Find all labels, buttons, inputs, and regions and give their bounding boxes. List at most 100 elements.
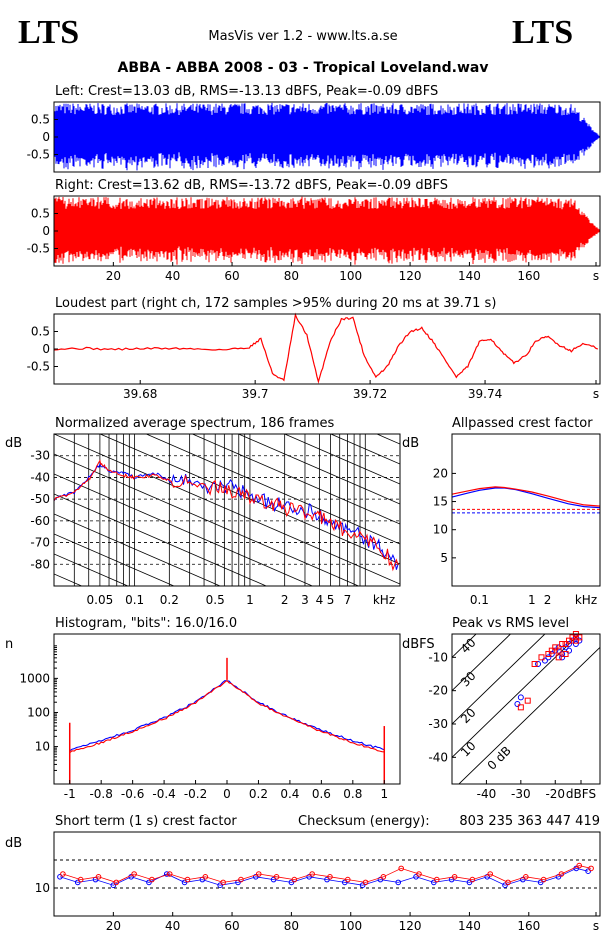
short-crest-point-right-2 <box>95 874 102 880</box>
peak-rms-diag-4 <box>458 646 600 784</box>
short-crest-point-left-1 <box>74 879 81 886</box>
short-crest-xtick-7: 160 <box>517 919 540 933</box>
short-crest-point-right-30 <box>588 865 594 872</box>
spectrum-ylabel: dB <box>5 436 22 451</box>
loudest-xtick-3: 39.74 <box>468 387 502 401</box>
histogram-trace-left <box>69 680 385 752</box>
short-crest-xtick-0: 20 <box>106 919 121 933</box>
short-crest-xtick-1: 40 <box>165 919 180 933</box>
peak-rms-point-left-1 <box>541 657 548 664</box>
left-waveform-ytick-0: 0.5 <box>31 113 50 127</box>
peak-rms-point-right-15 <box>524 697 531 704</box>
peak-rms-point-right-13 <box>562 651 569 657</box>
spectrum-diag-6 <box>237 434 400 505</box>
short-crest-point-right-17 <box>362 879 369 886</box>
peak-rms-point-right-5 <box>555 647 562 654</box>
waveform-xtick-5: 120 <box>399 269 422 283</box>
spectrum-xtick-9: 7 <box>344 593 352 607</box>
peak-rms-diag-label-1: 30 <box>458 669 479 690</box>
spectrum-diag-4 <box>329 434 400 465</box>
peak-rms-ytick-0: -10 <box>428 650 448 664</box>
peak-rms-point-left-6 <box>559 651 566 657</box>
short-crest-ytick-0: 10 <box>35 881 50 895</box>
waveform-xtick-0: 20 <box>106 269 121 283</box>
peak-rms-point-right-16 <box>517 704 524 711</box>
peak-rms-point-right-10 <box>572 637 579 644</box>
loudest-ytick-2: -0.5 <box>27 360 50 374</box>
peak-rms-xtick-2: -20 <box>545 787 565 801</box>
short-crest-point-right-14 <box>309 871 315 877</box>
spectrum-diag-13 <box>54 493 268 586</box>
spectrum-diag-12 <box>54 473 314 586</box>
spectrum-xtick-6: 3 <box>301 593 309 607</box>
short-crest-point-left-12 <box>270 876 277 883</box>
histogram-xtick-1: -0.8 <box>89 787 112 801</box>
peak-rms-point-right-2 <box>545 651 552 657</box>
short-crest-point-right-28 <box>558 871 565 877</box>
peak-rms-diagonals <box>452 634 600 784</box>
crest-frame <box>451 433 601 587</box>
spectrum-diag-16 <box>54 553 129 586</box>
peak-rms-point-right-1 <box>538 654 545 661</box>
crest-xtick-0: 0.1 <box>470 593 489 607</box>
short-crest-xtick-2: 60 <box>224 919 239 933</box>
spectrum-trace-right <box>54 459 399 572</box>
histogram-xtick-10: 1 <box>380 787 388 801</box>
peak-rms-point-left-7 <box>562 644 569 651</box>
short-crest-point-right-15 <box>327 874 333 880</box>
crest-trace-right <box>451 486 601 507</box>
short-crest-point-left-13 <box>288 879 295 886</box>
histogram-ytick-0: 1000 <box>19 671 50 685</box>
short-crest-xtick-3: 80 <box>284 919 299 933</box>
short-crest-point-right-0 <box>60 871 66 877</box>
short-crest-point-right-7 <box>184 876 191 883</box>
spectrum-xtick-4: 1 <box>246 593 254 607</box>
short-crest-point-left-28 <box>555 874 562 880</box>
spectrum-xtick-5: 2 <box>281 593 289 607</box>
short-crest-point-left-24 <box>484 874 491 880</box>
spectrum-xtick-8: 5 <box>327 593 335 607</box>
short-crest-point-right-29 <box>576 862 583 869</box>
peak-rms-diag-label-4: 0 dB <box>485 744 514 773</box>
loudest-frame <box>53 313 601 385</box>
short-crest-point-left-30 <box>585 868 591 875</box>
short-crest-point-left-20 <box>413 874 419 880</box>
left-waveform-ytick-1: 0 <box>42 130 50 144</box>
file-title: ABBA - ABBA 2008 - 03 - Tropical Lovelan… <box>117 60 488 76</box>
crest-ytick-1: 15 <box>433 495 448 509</box>
spectrum-ytick-3: -60 <box>30 514 50 528</box>
short-crest-point-left-11 <box>252 874 259 880</box>
histogram-xtick-5: 0 <box>223 787 231 801</box>
short-crest-point-right-1 <box>77 876 84 883</box>
peak-rms-diag-label-2: 20 <box>458 705 479 726</box>
peak-rms-point-left-14 <box>559 654 566 661</box>
crest-xtick-3: kHz <box>575 593 597 607</box>
histogram-ylabel: n <box>5 637 13 652</box>
short-crest-title: Short term (1 s) crest factor <box>55 814 237 829</box>
short-crest-point-right-21 <box>433 876 440 883</box>
short-crest-point-left-3 <box>110 882 117 889</box>
peak-rms-point-left-8 <box>566 641 573 647</box>
short-crest-point-right-20 <box>416 871 422 877</box>
spectrum-trace-left <box>54 463 399 570</box>
peak-rms-ytick-3: -40 <box>428 750 448 764</box>
waveform-xtick-4: 100 <box>339 269 362 283</box>
peak-rms-xtick-3: dBFS <box>566 787 596 801</box>
short-crest-point-right-4 <box>131 871 137 877</box>
crest-xtick-2: 2 <box>544 593 552 607</box>
spectrum-ytick-0: -30 <box>30 449 50 463</box>
short-crest-point-right-13 <box>291 876 298 883</box>
histogram-xtick-6: 0.2 <box>249 787 268 801</box>
crest-xtick-1: 1 <box>528 593 536 607</box>
short-crest-point-right-6 <box>166 871 173 877</box>
spectrum-diag-14 <box>54 513 222 586</box>
peak-rms-point-right-14 <box>555 654 562 661</box>
short-crest-point-left-9 <box>217 882 223 889</box>
short-crest-line-left <box>59 867 589 886</box>
peak-rms-point-left-11 <box>572 634 579 641</box>
short-crest-point-right-19 <box>398 865 404 872</box>
peak-rms-point-right-7 <box>562 641 569 647</box>
peak-rms-diag-2 <box>452 634 546 725</box>
histogram-xtick-4: -0.2 <box>184 787 207 801</box>
